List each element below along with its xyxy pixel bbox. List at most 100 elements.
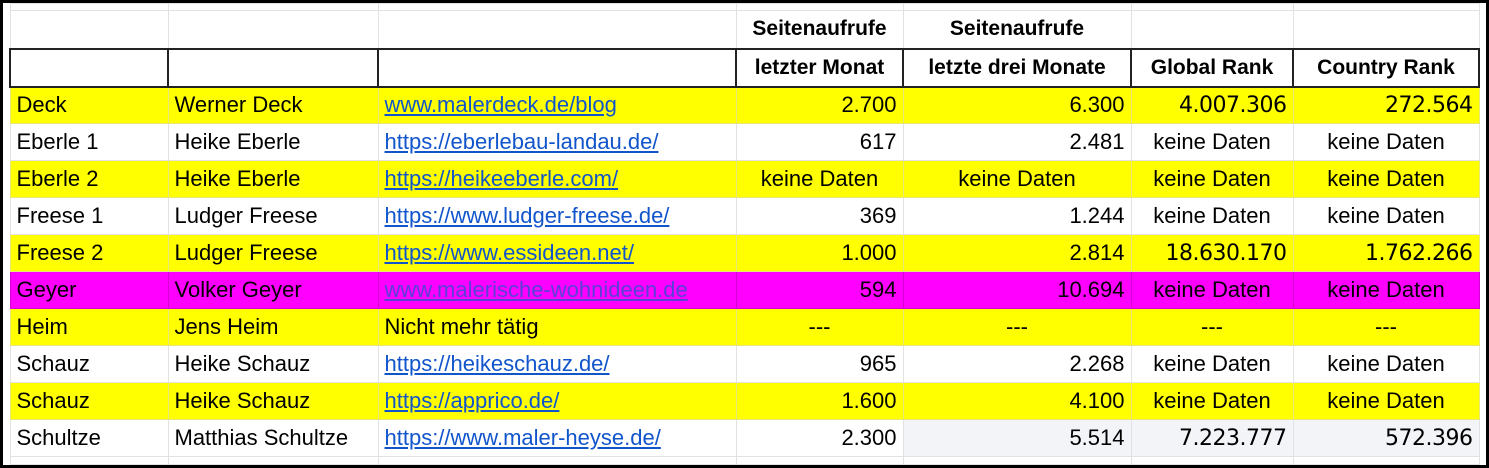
cell-views-last-month[interactable]: 1.000 [735, 234, 904, 272]
header-cell[interactable] [167, 10, 379, 49]
website-link[interactable]: https://eberlebau-landau.de/ [384, 129, 659, 154]
cell-name[interactable]: Heike Eberle [167, 123, 379, 161]
cell-website[interactable]: https://heikeeberle.com/ [377, 160, 737, 198]
cell-id[interactable]: Freese 2 [9, 234, 169, 272]
cell-global-rank[interactable]: keine Daten [1130, 160, 1294, 198]
header-cell[interactable] [9, 47, 169, 88]
website-link[interactable]: https://heikeeberle.com/ [384, 166, 619, 191]
cell[interactable] [1292, 456, 1480, 465]
header-cell[interactable] [377, 47, 737, 88]
cell-country-rank[interactable]: 1.762.266 [1292, 234, 1480, 272]
cell-id[interactable]: Eberle 1 [9, 123, 169, 161]
cell-global-rank[interactable]: 18.630.170 [1130, 234, 1294, 272]
website-link[interactable]: https://heikeschauz.de/ [384, 351, 610, 376]
cell-name[interactable]: Heike Eberle [167, 160, 379, 198]
header-cell[interactable] [1130, 10, 1294, 49]
header-cell[interactable] [167, 47, 379, 88]
cell[interactable] [9, 456, 169, 465]
website-link[interactable]: https://www.ludger-freese.de/ [384, 203, 670, 228]
cell-name[interactable]: Heike Schauz [167, 382, 379, 420]
website-link[interactable]: www.malerische-wohnideen.de [384, 277, 688, 302]
cell[interactable] [1130, 3, 1294, 11]
cell-global-rank[interactable]: keine Daten [1130, 271, 1294, 309]
cell-views-last-month[interactable]: 594 [735, 271, 904, 309]
cell-views-last-month[interactable]: 1.600 [735, 382, 904, 420]
cell-views-three-months[interactable]: 2.268 [902, 345, 1132, 383]
cell-views-last-month[interactable]: 617 [735, 123, 904, 161]
website-link[interactable]: https://www.essideen.net/ [384, 240, 634, 265]
cell-views-three-months[interactable]: --- [902, 308, 1132, 346]
cell-global-rank[interactable]: --- [1130, 308, 1294, 346]
cell-views-last-month[interactable]: 2.300 [735, 419, 904, 457]
cell-name[interactable]: Heike Schauz [167, 345, 379, 383]
cell-views-three-months[interactable]: 5.514 [902, 419, 1132, 457]
cell-name[interactable]: Ludger Freese [167, 197, 379, 235]
cell-id[interactable]: Schauz [9, 345, 169, 383]
cell-views-three-months[interactable]: 2.481 [902, 123, 1132, 161]
cell-global-rank[interactable]: 7.223.777 [1130, 419, 1294, 457]
cell[interactable] [167, 456, 379, 465]
cell-name[interactable]: Matthias Schultze [167, 419, 379, 457]
cell[interactable] [1292, 3, 1480, 11]
cell-website[interactable]: https://www.ludger-freese.de/ [377, 197, 737, 235]
cell-country-rank[interactable]: --- [1292, 308, 1480, 346]
cell-views-last-month[interactable]: 2.700 [735, 86, 904, 124]
cell-id[interactable]: Heim [9, 308, 169, 346]
cell-views-last-month[interactable]: --- [735, 308, 904, 346]
cell-website[interactable]: www.malerische-wohnideen.de [377, 271, 737, 309]
header-last-month[interactable]: letzter Monat [735, 47, 904, 88]
cell-website[interactable]: https://www.essideen.net/ [377, 234, 737, 272]
cell[interactable] [735, 3, 904, 11]
cell-global-rank[interactable]: keine Daten [1130, 382, 1294, 420]
cell-country-rank[interactable]: keine Daten [1292, 271, 1480, 309]
cell-views-three-months[interactable]: 2.814 [902, 234, 1132, 272]
cell-website[interactable]: https://apprico.de/ [377, 382, 737, 420]
cell-views-last-month[interactable]: 965 [735, 345, 904, 383]
cell-name[interactable]: Jens Heim [167, 308, 379, 346]
cell-country-rank[interactable]: keine Daten [1292, 345, 1480, 383]
cell-views-three-months[interactable]: 10.694 [902, 271, 1132, 309]
cell-views-three-months[interactable]: 6.300 [902, 86, 1132, 124]
cell-global-rank[interactable]: 4.007.306 [1130, 86, 1294, 124]
header-cell[interactable] [1292, 10, 1480, 49]
cell-id[interactable]: Geyer [9, 271, 169, 309]
cell[interactable] [902, 456, 1132, 465]
cell-website[interactable]: https://heikeschauz.de/ [377, 345, 737, 383]
cell-website[interactable]: www.malerdeck.de/blog [377, 86, 737, 124]
header-cell-pageviews[interactable]: Seitenaufrufe [735, 10, 904, 49]
cell-country-rank[interactable]: keine Daten [1292, 197, 1480, 235]
cell-website[interactable]: Nicht mehr tätig [377, 308, 737, 346]
cell-id[interactable]: Schauz [9, 382, 169, 420]
cell-views-three-months[interactable]: keine Daten [902, 160, 1132, 198]
header-cell[interactable] [377, 10, 737, 49]
cell-name[interactable]: Werner Deck [167, 86, 379, 124]
cell-global-rank[interactable]: keine Daten [1130, 123, 1294, 161]
cell[interactable] [735, 456, 904, 465]
cell[interactable] [9, 3, 169, 11]
cell-country-rank[interactable]: keine Daten [1292, 123, 1480, 161]
cell-country-rank[interactable]: keine Daten [1292, 160, 1480, 198]
cell-id[interactable]: Eberle 2 [9, 160, 169, 198]
cell-views-last-month[interactable]: keine Daten [735, 160, 904, 198]
cell-name[interactable]: Ludger Freese [167, 234, 379, 272]
cell-id[interactable]: Schultze [9, 419, 169, 457]
cell-country-rank[interactable]: 572.396 [1292, 419, 1480, 457]
website-link[interactable]: https://apprico.de/ [384, 388, 560, 413]
cell-website[interactable]: https://www.maler-heyse.de/ [377, 419, 737, 457]
header-cell[interactable] [9, 10, 169, 49]
website-link[interactable]: www.malerdeck.de/blog [384, 92, 617, 118]
cell-global-rank[interactable]: keine Daten [1130, 197, 1294, 235]
cell-country-rank[interactable]: keine Daten [1292, 382, 1480, 420]
header-cell-pageviews[interactable]: Seitenaufrufe [902, 10, 1132, 49]
cell-global-rank[interactable]: keine Daten [1130, 345, 1294, 383]
cell[interactable] [1130, 456, 1294, 465]
cell[interactable] [377, 456, 737, 465]
cell-id[interactable]: Freese 1 [9, 197, 169, 235]
cell[interactable] [377, 3, 737, 11]
cell[interactable] [902, 3, 1132, 11]
cell-views-last-month[interactable]: 369 [735, 197, 904, 235]
cell-id[interactable]: Deck [9, 86, 169, 124]
header-global-rank[interactable]: Global Rank [1130, 47, 1294, 88]
cell-country-rank[interactable]: 272.564 [1292, 86, 1480, 124]
website-link[interactable]: https://www.maler-heyse.de/ [384, 425, 661, 450]
